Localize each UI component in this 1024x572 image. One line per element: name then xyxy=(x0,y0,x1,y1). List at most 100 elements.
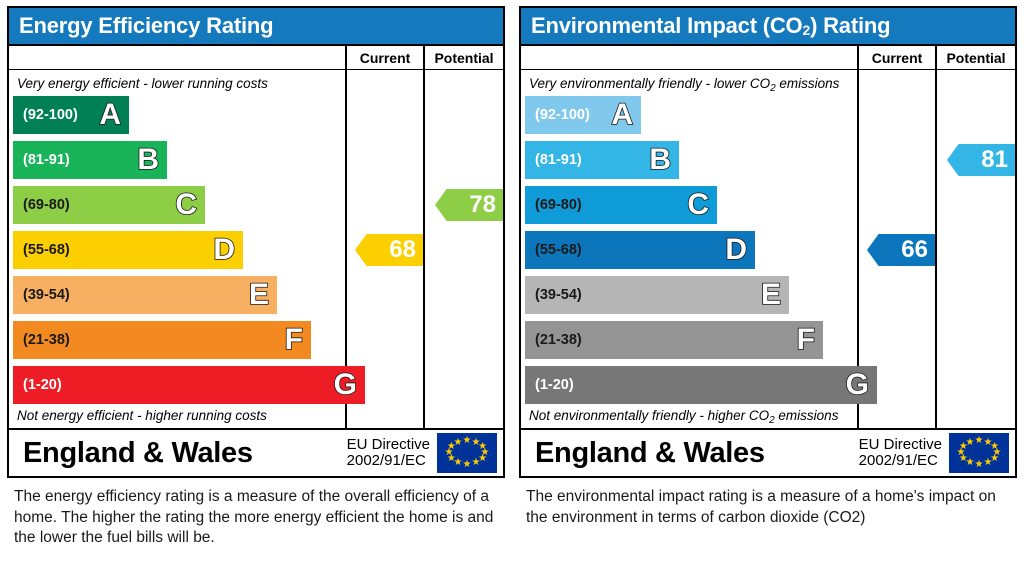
eu-flag-star: ★ xyxy=(990,441,1000,452)
env-note-bottom-suffix: emissions xyxy=(774,408,839,423)
band-range-d: (55-68) xyxy=(535,242,582,258)
band-range-a: (92-100) xyxy=(535,107,590,123)
band-g: (1-20) G xyxy=(525,366,877,404)
env-caption: The environmental impact rating is a mea… xyxy=(526,488,996,526)
env-note-top-prefix: Very environmentally friendly - lower CO xyxy=(529,76,771,91)
eu-flag-star: ★ xyxy=(983,457,993,469)
band-letter-c: C xyxy=(687,188,710,221)
energy-efficiency-title: Energy Efficiency Rating xyxy=(9,8,503,44)
eu-flag-star: ★ xyxy=(471,457,481,469)
band-letter-a: A xyxy=(611,98,634,131)
band-e: (39-54) E xyxy=(525,276,789,314)
env-note-top-subscript: 2 xyxy=(770,83,776,94)
eu-flag-star: ★ xyxy=(965,457,975,469)
band-letter-g: G xyxy=(333,368,358,401)
env-column-header-row: Current Potential xyxy=(521,44,1015,70)
env-eu-directive-line1: EU Directive xyxy=(858,435,942,453)
env-eu-directive: EU Directive 2002/91/EC xyxy=(858,435,949,469)
band-letter-a: A xyxy=(99,98,122,131)
band-letter-g: G xyxy=(845,368,870,401)
band-c: (69-80) C xyxy=(13,186,205,224)
band-d: (55-68) D xyxy=(13,231,243,269)
energy-region-label: England & Wales xyxy=(23,436,253,469)
left-current-rating-arrow: 68 xyxy=(355,234,423,266)
env-bands-column: Very environmentally friendly - lower CO… xyxy=(521,70,877,428)
eu-flag-star: ★ xyxy=(958,453,968,464)
env-title-prefix: Environmental Impact (CO xyxy=(531,13,803,38)
energy-efficiency-certificate: Energy Efficiency Rating Current Potenti… xyxy=(7,6,505,478)
band-e: (39-54) E xyxy=(13,276,277,314)
env-region-label: England & Wales xyxy=(535,436,765,469)
env-title-suffix: ) Rating xyxy=(810,13,891,38)
energy-bands-column: Very energy efficient - lower running co… xyxy=(9,70,365,428)
right-potential-rating-arrow: 81 xyxy=(947,144,1015,176)
eu-flag-star: ★ xyxy=(956,447,966,458)
band-range-c: (69-80) xyxy=(23,197,70,213)
env-title-subscript: 2 xyxy=(802,22,811,38)
band-f: (21-38) F xyxy=(525,321,823,359)
environmental-impact-title: Environmental Impact (CO 2) Rating xyxy=(521,8,1015,44)
band-letter-e: E xyxy=(248,278,270,311)
band-letter-b: B xyxy=(649,143,672,176)
right-current-rating-arrow: 66 xyxy=(867,234,935,266)
eu-flag-star: ★ xyxy=(446,441,456,452)
eu-flag-star: ★ xyxy=(974,435,984,446)
eu-flag-icon: ★ ★ ★ ★ ★ ★ ★ ★ ★ ★ ★ ★ xyxy=(949,433,1009,473)
band-letter-d: D xyxy=(213,233,236,266)
energy-eu-directive-line1: EU Directive xyxy=(346,435,430,453)
eu-flag-star: ★ xyxy=(453,457,463,469)
energy-efficiency-panel: Energy Efficiency Rating Current Potenti… xyxy=(7,6,505,546)
band-f: (21-38) F xyxy=(13,321,311,359)
energy-eu-directive: EU Directive 2002/91/EC xyxy=(346,435,437,469)
energy-column-header-row: Current Potential xyxy=(9,44,503,70)
eu-flag-icon: ★ ★ ★ ★ ★ ★ ★ ★ ★ ★ ★ ★ xyxy=(437,433,497,473)
eu-flag-star: ★ xyxy=(480,447,490,458)
band-letter-d: D xyxy=(725,233,748,266)
band-range-c: (69-80) xyxy=(535,197,582,213)
eu-flag-star: ★ xyxy=(983,436,993,448)
eu-flag-star: ★ xyxy=(478,441,488,452)
env-potential-value-column: 81 xyxy=(937,70,1015,428)
band-range-b: (81-91) xyxy=(535,152,582,168)
energy-eu-directive-line2: 2002/91/EC xyxy=(346,452,426,469)
band-range-a: (92-100) xyxy=(23,107,78,123)
env-eu-directive-line2: 2002/91/EC xyxy=(858,452,938,469)
env-note-bottom: Not environmentally friendly - higher CO… xyxy=(529,408,839,426)
energy-current-column-header: Current xyxy=(347,46,425,69)
environmental-impact-panel: Environmental Impact (CO 2) Rating Curren… xyxy=(512,0,1024,572)
env-note-bottom-subscript: 2 xyxy=(769,415,775,426)
band-range-b: (81-91) xyxy=(23,152,70,168)
band-range-f: (21-38) xyxy=(535,332,582,348)
band-letter-b: B xyxy=(137,143,160,176)
eu-flag-star: ★ xyxy=(992,447,1002,458)
energy-potential-value-column: 78 xyxy=(425,70,503,428)
band-letter-e: E xyxy=(760,278,782,311)
env-body-area: Very environmentally friendly - lower CO… xyxy=(521,70,1015,428)
energy-body-area: Very energy efficient - lower running co… xyxy=(9,70,503,428)
band-range-f: (21-38) xyxy=(23,332,70,348)
eu-flag-star: ★ xyxy=(471,436,481,448)
band-a: (92-100) A xyxy=(13,96,129,134)
left-potential-rating-arrow: 78 xyxy=(435,189,503,221)
band-letter-f: F xyxy=(796,323,816,356)
energy-header-spacer xyxy=(9,46,347,69)
band-letter-c: C xyxy=(175,188,198,221)
env-footer: England & Wales EU Directive 2002/91/EC … xyxy=(521,428,1015,476)
band-range-d: (55-68) xyxy=(23,242,70,258)
energy-footer: England & Wales EU Directive 2002/91/EC … xyxy=(9,428,503,476)
band-b: (81-91) B xyxy=(525,141,679,179)
band-range-e: (39-54) xyxy=(23,287,70,303)
band-letter-f: F xyxy=(284,323,304,356)
energy-current-value-column: 68 xyxy=(347,70,425,428)
band-range-e: (39-54) xyxy=(535,287,582,303)
eu-flag-star: ★ xyxy=(965,436,975,448)
energy-note-bottom: Not energy efficient - higher running co… xyxy=(17,408,267,423)
eu-flag-star: ★ xyxy=(444,447,454,458)
env-current-column-header: Current xyxy=(859,46,937,69)
band-b: (81-91) B xyxy=(13,141,167,179)
eu-flag-star: ★ xyxy=(446,453,456,464)
band-g: (1-20) G xyxy=(13,366,365,404)
environmental-impact-certificate: Environmental Impact (CO 2) Rating Curren… xyxy=(519,6,1017,478)
eu-flag-star: ★ xyxy=(453,436,463,448)
